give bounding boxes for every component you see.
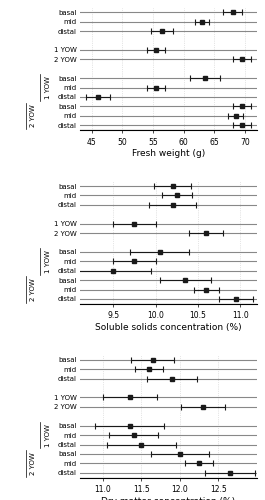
Text: 1 YOW: 1 YOW [45,250,51,273]
X-axis label: Dry matter concentration (%): Dry matter concentration (%) [101,497,235,500]
Text: 2 YOW: 2 YOW [30,104,36,127]
Text: 1 YOW: 1 YOW [45,424,51,446]
Text: 2 YOW: 2 YOW [30,452,36,475]
X-axis label: Soluble solids concentration (%): Soluble solids concentration (%) [95,323,242,332]
X-axis label: Fresh weight (g): Fresh weight (g) [132,150,205,158]
Text: 1 YOW: 1 YOW [45,76,51,99]
Text: 2 YOW: 2 YOW [30,278,36,301]
